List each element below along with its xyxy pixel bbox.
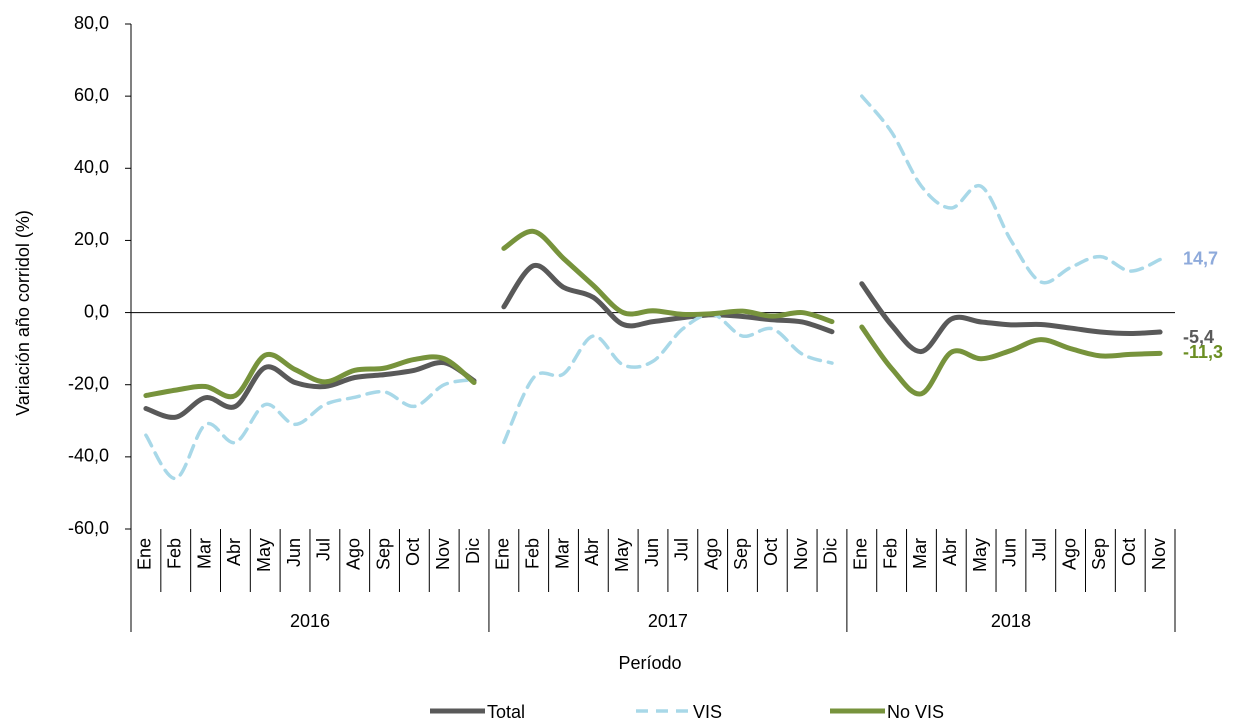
x-tick-label: Sep — [1089, 538, 1109, 570]
x-tick-label: Mar — [910, 538, 930, 569]
end-label: -5,4 — [1183, 327, 1214, 347]
x-tick-label: Nov — [1149, 538, 1169, 570]
x-tick-label: Ene — [493, 538, 513, 570]
y-tick-label: 60,0 — [74, 85, 109, 105]
y-tick-label: 40,0 — [74, 157, 109, 177]
group-label: 2018 — [991, 611, 1031, 631]
x-tick-label: May — [254, 538, 274, 572]
y-tick-label: -40,0 — [68, 446, 109, 466]
series-line — [144, 377, 476, 481]
x-tick-label: Abr — [224, 538, 244, 566]
x-tick-label: Oct — [1119, 538, 1139, 566]
x-axis-label: Período — [618, 653, 681, 673]
x-tick-label: Abr — [582, 538, 602, 566]
x-tick-label: Feb — [522, 538, 542, 569]
group-label: 2016 — [290, 611, 330, 631]
x-tick-label: Feb — [164, 538, 184, 569]
x-tick-label: Ago — [1059, 538, 1079, 570]
y-tick-label: 80,0 — [74, 13, 109, 33]
x-tick-label: Jun — [284, 538, 304, 567]
series-line — [143, 359, 477, 420]
x-tick-label: Mar — [194, 538, 214, 569]
y-tick-label: -60,0 — [68, 518, 109, 538]
x-tick-label: Jul — [1030, 538, 1050, 561]
x-tick-label: Nov — [791, 538, 811, 570]
x-tick-label: Ago — [701, 538, 721, 570]
x-tick-label: Sep — [731, 538, 751, 570]
series-line — [501, 262, 835, 335]
group-label: 2017 — [648, 611, 688, 631]
x-tick-label: Abr — [940, 538, 960, 566]
x-tick-label: Dic — [821, 538, 841, 564]
legend-label: VIS — [693, 702, 722, 722]
x-tick-label: Jul — [314, 538, 334, 561]
legend-label: Total — [487, 702, 525, 722]
x-tick-label: Jun — [1000, 538, 1020, 567]
series-line — [860, 94, 1162, 285]
x-tick-label: Feb — [880, 538, 900, 569]
x-tick-label: Oct — [403, 538, 423, 566]
series-line — [502, 312, 834, 445]
x-tick-label: Ene — [851, 538, 871, 570]
end-label: -11,3 — [1183, 342, 1223, 362]
x-tick-label: Oct — [761, 538, 781, 566]
x-tick-label: Jul — [672, 538, 692, 561]
x-tick-label: Ene — [135, 538, 155, 570]
x-tick-label: Jun — [642, 538, 662, 567]
y-tick-label: 20,0 — [74, 229, 109, 249]
x-tick-label: Mar — [552, 538, 572, 569]
y-tick-label: 0,0 — [84, 301, 109, 321]
end-label: 14,7 — [1183, 248, 1218, 268]
y-axis-label: Variación año corridol (%) — [13, 210, 33, 416]
series-line — [859, 324, 1163, 397]
series-line — [143, 351, 477, 400]
y-tick-label: -20,0 — [68, 373, 109, 393]
x-tick-label: Dic — [463, 538, 483, 564]
legend-label: No VIS — [887, 702, 944, 722]
x-tick-label: May — [970, 538, 990, 572]
x-tick-label: Ago — [343, 538, 363, 570]
x-tick-label: Nov — [433, 538, 453, 570]
x-tick-label: May — [612, 538, 632, 572]
series-line — [501, 228, 835, 325]
series-line — [859, 281, 1163, 355]
x-tick-label: Sep — [373, 538, 393, 570]
